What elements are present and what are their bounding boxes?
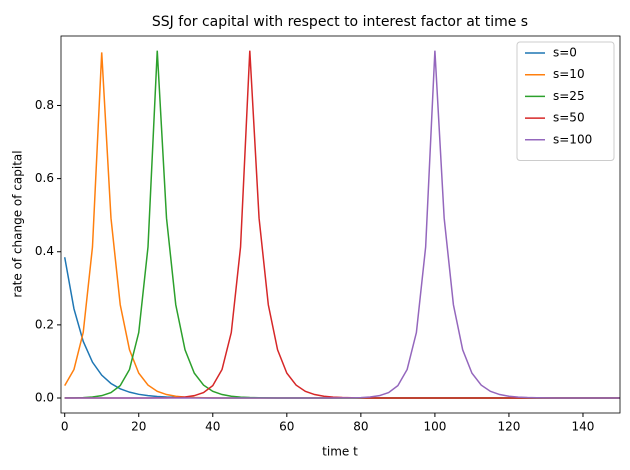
x-tick-label: 140: [572, 420, 595, 434]
x-tick-label: 40: [205, 420, 220, 434]
legend-label: s=0: [553, 46, 577, 60]
legend-box: [516, 41, 615, 161]
y-tick-label: 0.2: [35, 317, 54, 331]
x-tick-label: 20: [131, 420, 146, 434]
x-tick-label: 0: [61, 420, 69, 434]
x-tick-label: 80: [353, 420, 368, 434]
legend-label: s=100: [553, 132, 592, 146]
data-line: [64, 50, 620, 399]
y-tick-label: 0.4: [35, 244, 54, 258]
x-tick-label: 120: [497, 420, 520, 434]
y-axis-label: rate of change of capital: [11, 150, 25, 297]
legend-label: s=25: [553, 89, 585, 103]
y-tick-label: 0.6: [35, 171, 54, 185]
data-line: [63, 257, 620, 399]
x-tick-label: 60: [279, 420, 294, 434]
legend-label: s=50: [553, 111, 585, 125]
y-tick-label: 0.0: [35, 391, 54, 405]
x-tick-label: 100: [423, 420, 446, 434]
legend-label: s=10: [553, 67, 585, 81]
plot-frame: [60, 35, 621, 414]
y-tick-label: 0.8: [35, 98, 54, 112]
x-axis-label: time t: [322, 445, 358, 459]
chart-title: SSJ for capital with respect to interest…: [152, 14, 528, 30]
